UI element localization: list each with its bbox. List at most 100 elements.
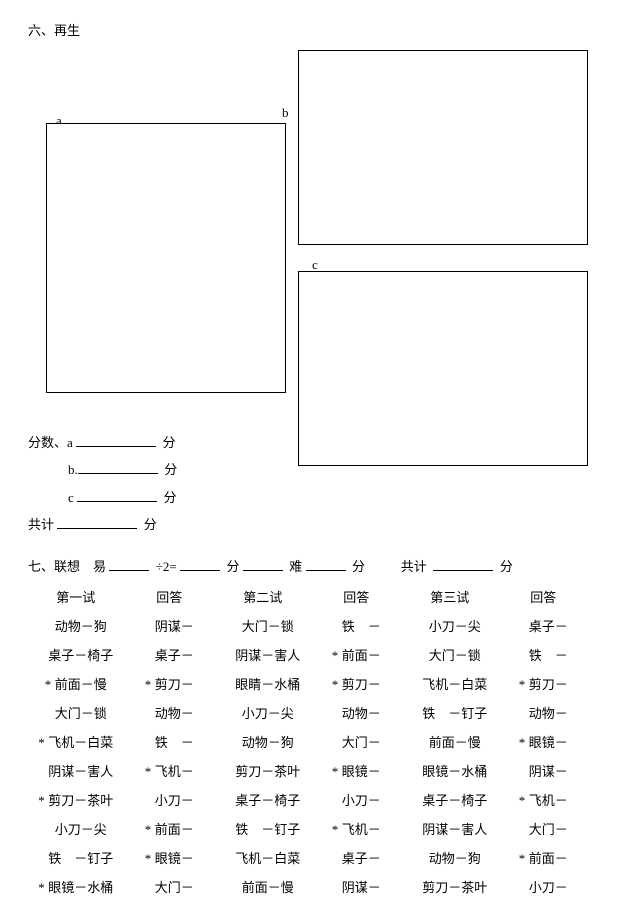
score-c-blank[interactable] (77, 488, 157, 502)
table-cell: 动物－ (311, 699, 403, 726)
table-row: *前面－慢*剪刀－眼睛－水桶*剪刀－飞机－白菜*剪刀－ (30, 670, 589, 697)
col-header: 回答 (124, 583, 216, 610)
fen1: 分 (227, 559, 240, 574)
table-cell: 大门－ (311, 728, 403, 755)
score-row-c: c 分 (28, 484, 591, 511)
table-cell: 大门－ (498, 815, 590, 842)
table-row: *飞机－白菜铁 －动物－狗大门－前面－慢*眼镜－ (30, 728, 589, 755)
association-table: 第一试 回答 第二试 回答 第三试 回答 动物－狗阴谋－大门－锁铁 －小刀－尖桌… (28, 581, 591, 902)
table-row: *眼镜－水桶大门－前面－慢阴谋－剪刀－茶叶小刀－ (30, 873, 589, 900)
table-header-row: 第一试 回答 第二试 回答 第三试 回答 (30, 583, 589, 610)
col-header: 回答 (498, 583, 590, 610)
score-total-unit: 分 (144, 511, 157, 538)
table-cell: 铁 － (311, 612, 403, 639)
table-row: 铁 －钉子*眼镜－飞机－白菜桌子－动物－狗*前面－ (30, 844, 589, 871)
table-cell: 动物－ (124, 699, 216, 726)
score-b-blank[interactable] (78, 460, 158, 474)
score-b-unit: 分 (164, 456, 177, 483)
table-cell: *眼镜－水桶 (30, 873, 122, 900)
fen3: 分 (500, 559, 513, 574)
score-total-blank[interactable] (57, 515, 137, 529)
table-cell: 阴谋－ (498, 757, 590, 784)
table-cell: 铁 －钉子 (30, 844, 122, 871)
table-cell: 阴谋－害人 (404, 815, 496, 842)
table-cell: 大门－锁 (404, 641, 496, 668)
table-cell: 剪刀－茶叶 (404, 873, 496, 900)
table-cell: 眼睛－水桶 (217, 670, 309, 697)
table-cell: 剪刀－茶叶 (217, 757, 309, 784)
table-cell: 小刀－ (498, 873, 590, 900)
div2-label: ÷2= (156, 559, 177, 574)
table-cell: 桌子－ (124, 641, 216, 668)
table-cell: 小刀－尖 (404, 612, 496, 639)
col-header: 第二试 (217, 583, 309, 610)
table-cell: *飞机－ (311, 815, 403, 842)
table-cell: *飞机－ (498, 786, 590, 813)
table-cell: 小刀－尖 (217, 699, 309, 726)
total-label: 共计 (401, 559, 427, 574)
table-row: 大门－锁动物－小刀－尖动物－铁 －钉子动物－ (30, 699, 589, 726)
table-cell: 桌子－ (311, 844, 403, 871)
table-cell: 眼镜－水桶 (404, 757, 496, 784)
table-row: 桌子－椅子桌子－阴谋－害人*前面－大门－锁铁 － (30, 641, 589, 668)
table-cell: 桌子－椅子 (404, 786, 496, 813)
section7-title: 七、联想 (28, 559, 80, 574)
table-cell: *前面－ (311, 641, 403, 668)
table-cell: 桌子－椅子 (217, 786, 309, 813)
table-cell: 前面－慢 (404, 728, 496, 755)
easy-blank[interactable] (109, 557, 149, 571)
table-cell: 大门－ (124, 873, 216, 900)
table-row: *剪刀－茶叶小刀－桌子－椅子小刀－桌子－椅子*飞机－ (30, 786, 589, 813)
boxes-area: b a c (28, 43, 591, 423)
table-row: 动物－狗阴谋－大门－锁铁 －小刀－尖桌子－ (30, 612, 589, 639)
label-b: b (282, 105, 289, 121)
table-cell: 动物－ (498, 699, 590, 726)
score-c-unit: 分 (164, 484, 177, 511)
score-total-label: 共计 (28, 511, 54, 538)
table-cell: 桌子－椅子 (30, 641, 122, 668)
score-c-label: c (68, 484, 74, 511)
hard-blank[interactable] (306, 557, 346, 571)
table-cell: 飞机－白菜 (217, 844, 309, 871)
total-blank[interactable] (433, 557, 493, 571)
table-row: 阴谋－害人*飞机－剪刀－茶叶*眼镜－眼镜－水桶阴谋－ (30, 757, 589, 784)
table-cell: *前面－慢 (30, 670, 122, 697)
table-cell: *前面－ (498, 844, 590, 871)
section6-title: 六、再生 (28, 20, 591, 39)
table-cell: 动物－狗 (217, 728, 309, 755)
table-row: 小刀－尖*前面－铁 －钉子*飞机－阴谋－害人大门－ (30, 815, 589, 842)
table-cell: 阴谋－害人 (30, 757, 122, 784)
table-cell: 铁 －钉子 (404, 699, 496, 726)
table-cell: 小刀－尖 (30, 815, 122, 842)
col-header: 第三试 (404, 583, 496, 610)
section7-header: 七、联想 易 ÷2= 分 难 分 共计 分 (28, 556, 591, 575)
table-cell: *飞机－ (124, 757, 216, 784)
div2-blank[interactable] (180, 557, 220, 571)
table-cell: *眼镜－ (498, 728, 590, 755)
table-cell: *剪刀－ (311, 670, 403, 697)
score-b-label: b. (68, 456, 78, 483)
score-a-unit: 分 (163, 429, 176, 456)
box-c (298, 271, 588, 466)
table-cell: *飞机－白菜 (30, 728, 122, 755)
box-b (298, 50, 588, 245)
box-a (46, 123, 286, 393)
score-a-blank[interactable] (76, 433, 156, 447)
easy-label: 易 (93, 559, 106, 574)
table-cell: 铁 － (498, 641, 590, 668)
table-cell: 铁 －钉子 (217, 815, 309, 842)
table-cell: *眼镜－ (311, 757, 403, 784)
table-cell: 飞机－白菜 (404, 670, 496, 697)
table-cell: *剪刀－茶叶 (30, 786, 122, 813)
table-cell: 阴谋－ (311, 873, 403, 900)
table-cell: 前面－慢 (217, 873, 309, 900)
fen2: 分 (352, 559, 365, 574)
table-cell: *剪刀－ (124, 670, 216, 697)
table-cell: *剪刀－ (498, 670, 590, 697)
table-cell: *眼镜－ (124, 844, 216, 871)
mid-blank[interactable] (243, 557, 283, 571)
table-cell: 动物－狗 (404, 844, 496, 871)
col-header: 回答 (311, 583, 403, 610)
table-cell: 桌子－ (498, 612, 590, 639)
table-cell: 小刀－ (124, 786, 216, 813)
